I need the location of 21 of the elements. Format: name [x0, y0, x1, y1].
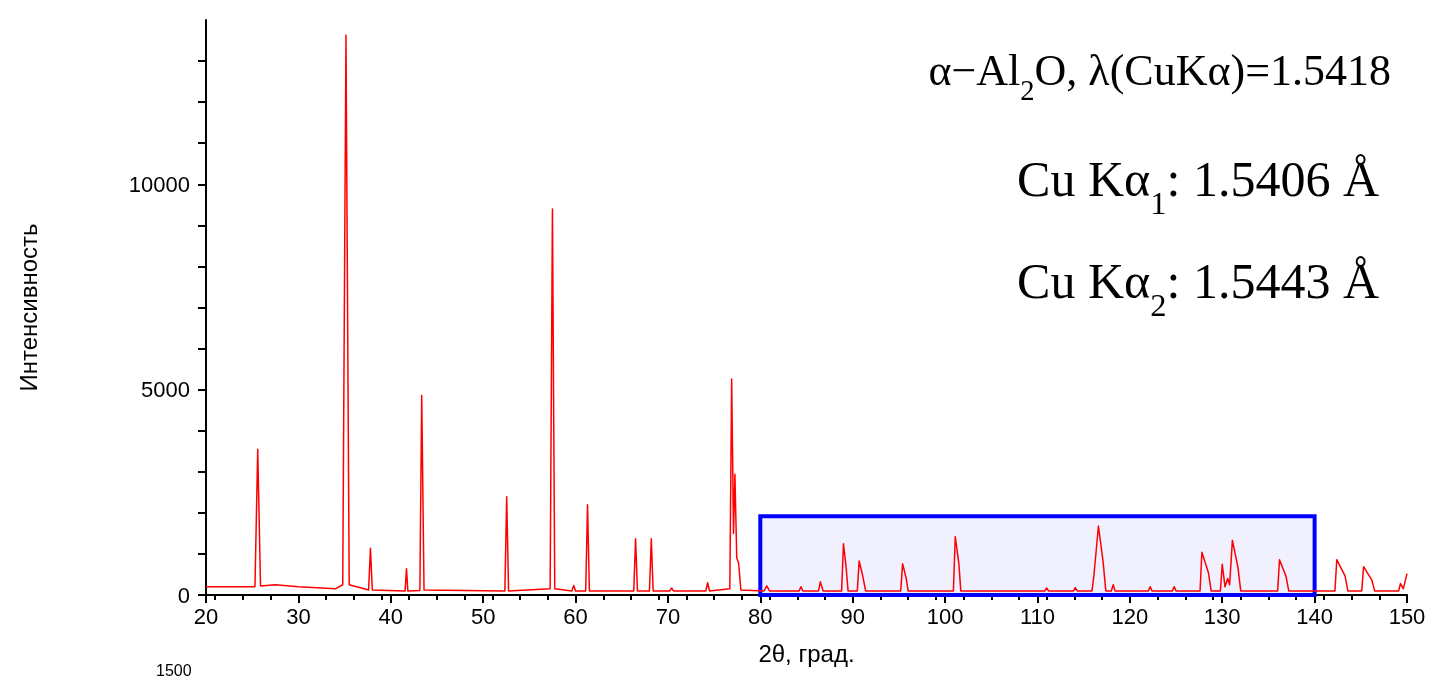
- x-tick-label: 70: [655, 603, 681, 629]
- x-tick-label: 140: [1296, 603, 1333, 629]
- x-tick-label: 50: [470, 603, 496, 629]
- y-tick-label: 0: [177, 582, 190, 608]
- x-axis-title: 2θ, град.: [758, 639, 855, 667]
- line-series: [205, 34, 1408, 592]
- text: 1500: [156, 661, 192, 679]
- y-axis-title: Интенсивность: [14, 223, 42, 392]
- y-tick-label: 5000: [141, 377, 190, 403]
- x-tick-label: 20: [193, 603, 219, 629]
- x-tick-label: 100: [926, 603, 964, 629]
- x-tick-label: 80: [748, 603, 773, 629]
- y-tick-label: 10000: [128, 171, 190, 197]
- x-tick-label: 120: [1111, 603, 1149, 629]
- x-tick-label: 90: [840, 603, 865, 629]
- x-tick-label: 60: [563, 603, 588, 629]
- x-tick-label: 150: [1388, 603, 1426, 629]
- x-tick-label: 130: [1203, 603, 1241, 629]
- x-tick-label: 40: [378, 603, 404, 629]
- x-tick-label: 30: [286, 603, 311, 629]
- x-tick-label: 110: [1019, 603, 1055, 629]
